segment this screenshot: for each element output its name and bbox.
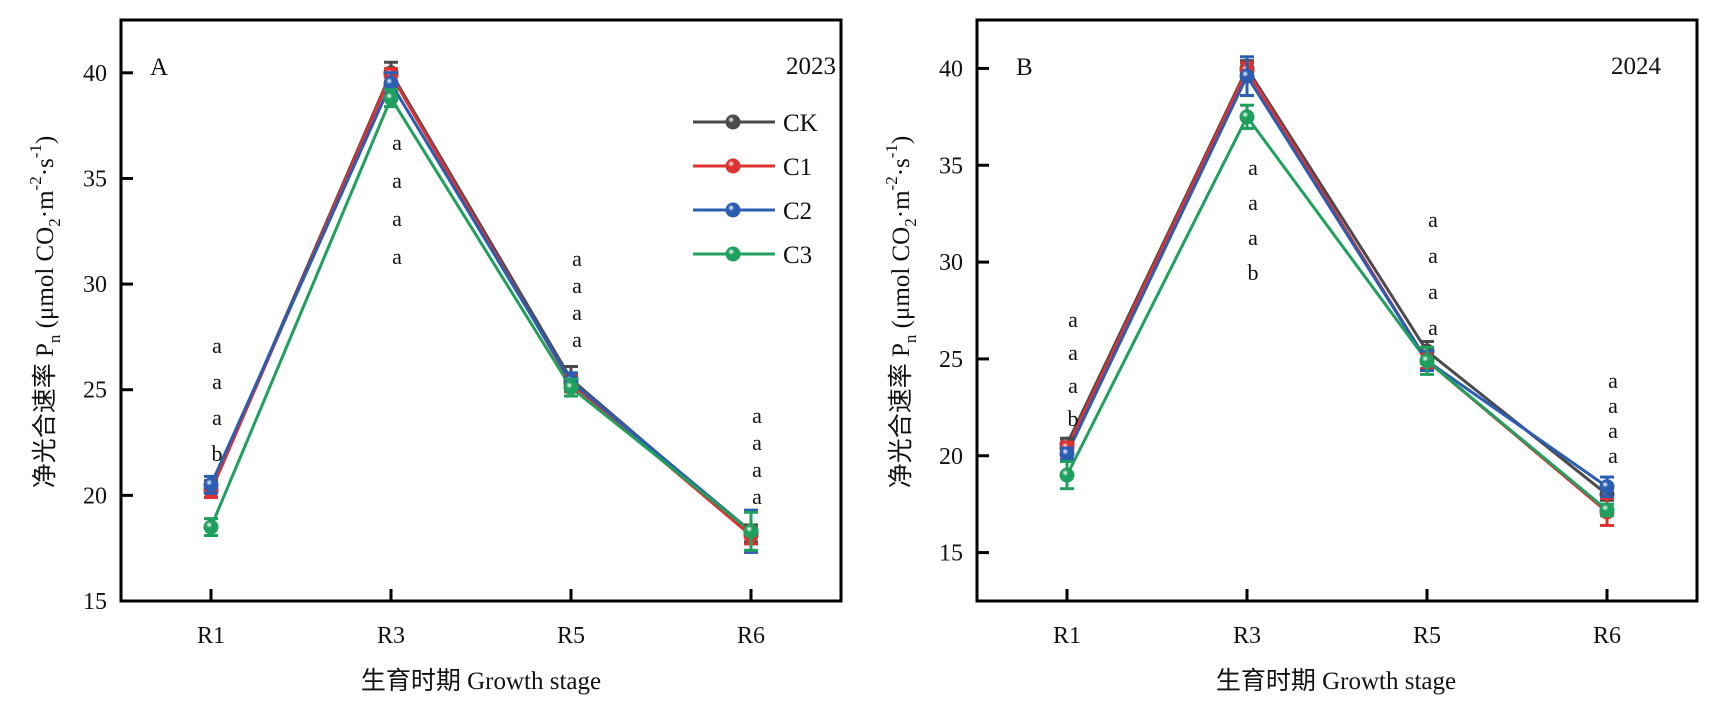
y-axis-title-text: 净光合速率 Pn (μmol CO2·m-2·s-1): [26, 136, 64, 489]
data-point-c2: [1239, 68, 1255, 84]
significance-letter: a: [392, 130, 402, 155]
significance-letter: a: [1248, 190, 1258, 215]
data-point-c3: [1599, 502, 1615, 518]
y-axis-title: 净光合速率 Pn (μmol CO2·m-2·s-1): [26, 136, 64, 489]
series-line-c3: [209, 94, 752, 533]
y-tick-label: 30: [939, 250, 963, 276]
x-axis-title: 生育时期 Growth stage: [361, 667, 601, 695]
significance-letter: a: [1068, 373, 1078, 398]
significance-letter: a: [392, 168, 402, 193]
significance-letter: a: [1068, 340, 1078, 365]
significance-letter: a: [572, 246, 582, 271]
series-line-c2: [1065, 73, 1608, 488]
legend-label-c2: C2: [783, 198, 812, 225]
legend-label-ck: CK: [783, 110, 818, 137]
y-tick-label: 15: [939, 541, 963, 567]
significance-letter: a: [1248, 225, 1258, 250]
y-tick-label: 25: [83, 378, 107, 404]
significance-letter: a: [572, 273, 582, 298]
panel-b: 净光合速率 Pn (μmol CO2·m-2·s-1) 生育时期 Growth …: [882, 18, 1699, 695]
significance-letter: b: [212, 441, 223, 466]
significance-letter: a: [752, 457, 762, 482]
significance-letter: a: [572, 327, 582, 352]
data-point-c2: [383, 75, 399, 91]
data-point-c2: [1059, 446, 1075, 462]
data-point-c3: [1239, 109, 1255, 125]
data-point-c3: [1059, 467, 1075, 483]
series-line-c1: [1065, 67, 1608, 514]
x-tick-label: R1: [1053, 623, 1081, 649]
legend-marker-c1: [725, 158, 741, 174]
significance-letter: a: [212, 333, 222, 358]
significance-letter: a: [392, 206, 402, 231]
significance-letter: a: [1428, 243, 1438, 268]
significance-letter: a: [212, 369, 222, 394]
data-point-c3: [1419, 353, 1435, 369]
data-point-c2: [1599, 479, 1615, 495]
y-tick-label: 35: [939, 153, 963, 179]
y-axis-title-text: 净光合速率 Pn (μmol CO2·m-2·s-1): [882, 136, 920, 489]
data-point-c3: [203, 519, 219, 535]
data-point-c3: [743, 523, 759, 539]
year-label: 2023: [786, 53, 836, 80]
significance-letter: a: [572, 300, 582, 325]
series-line-c2: [209, 80, 752, 533]
significance-letter: a: [1068, 307, 1078, 332]
series-line-c3: [1065, 113, 1608, 512]
plot-frame: [119, 18, 843, 603]
legend-label-c1: C1: [783, 154, 812, 181]
significance-letter: a: [1608, 443, 1618, 468]
y-tick-label: 30: [83, 272, 107, 298]
significance-letter: a: [1608, 418, 1618, 443]
y-axis-title: 净光合速率 Pn (μmol CO2·m-2·s-1): [882, 136, 920, 489]
x-tick-label: R1: [197, 623, 225, 649]
legend-marker-c2: [725, 202, 741, 218]
x-tick-label: R3: [1233, 623, 1261, 649]
significance-letter: a: [1428, 279, 1438, 304]
year-label: 2024: [1611, 53, 1662, 80]
significance-letter: b: [1248, 260, 1259, 285]
significance-letter: a: [752, 484, 762, 509]
significance-letter: b: [1068, 406, 1079, 431]
legend-marker-ck: [725, 114, 741, 130]
x-tick-label: R6: [1593, 623, 1621, 649]
x-tick-label: R5: [557, 623, 585, 649]
significance-letter: a: [1428, 207, 1438, 232]
data-point-c3: [383, 90, 399, 106]
y-tick-label: 20: [83, 483, 107, 509]
significance-letter: a: [1248, 155, 1258, 180]
significance-letter: a: [1428, 315, 1438, 340]
panel-label: A: [150, 54, 168, 81]
x-tick-label: R3: [377, 623, 405, 649]
y-tick-label: 25: [939, 347, 963, 373]
plot-frame: [975, 18, 1699, 603]
y-tick-label: 20: [939, 444, 963, 470]
legend: CK C1 C2 C3: [693, 110, 818, 269]
legend-label-c3: C3: [783, 242, 812, 269]
data-point-c3: [563, 380, 579, 396]
significance-letter: a: [752, 403, 762, 428]
significance-letter: a: [1608, 368, 1618, 393]
y-tick-label: 35: [83, 166, 107, 192]
x-axis-title: 生育时期 Growth stage: [1216, 667, 1456, 695]
y-tick-label: 40: [83, 61, 107, 87]
panel-label: B: [1016, 54, 1033, 81]
data-point-c2: [203, 477, 219, 493]
y-tick-label: 40: [939, 56, 963, 82]
significance-letter: a: [1608, 393, 1618, 418]
significance-letter: a: [212, 405, 222, 430]
x-tick-label: R5: [1413, 623, 1441, 649]
x-tick-label: R6: [737, 623, 765, 649]
panel-a: 净光合速率 Pn (μmol CO2·m-2·s-1) 生育时期 Growth …: [26, 18, 843, 695]
significance-letter: a: [752, 430, 762, 455]
significance-letter: a: [392, 244, 402, 269]
y-tick-label: 15: [83, 589, 107, 615]
legend-marker-c3: [725, 246, 741, 262]
